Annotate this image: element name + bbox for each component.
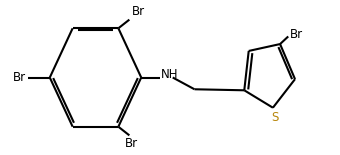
- Text: NH: NH: [161, 68, 178, 81]
- Text: Br: Br: [132, 5, 145, 18]
- Text: Br: Br: [290, 28, 303, 41]
- Text: S: S: [271, 111, 278, 124]
- Text: Br: Br: [124, 137, 138, 150]
- Text: Br: Br: [13, 71, 26, 84]
